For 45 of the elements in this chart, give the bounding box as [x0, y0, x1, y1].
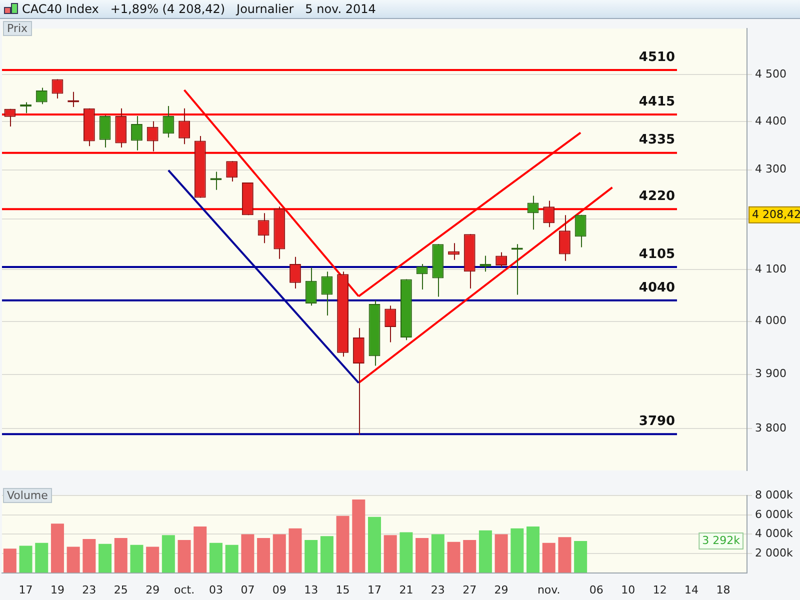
x-tick-label: 03: [208, 583, 223, 596]
annotation: 3 292k: [702, 534, 741, 547]
x-tick-label: 29: [146, 583, 160, 596]
x-tick-label: 15: [336, 583, 350, 596]
chart-title: CAC40 Index +1,89% (4 208,42) Journalier 5 nov. 2014: [22, 1, 376, 18]
y-tick-label: 4 000: [755, 314, 786, 328]
x-tick-label: 23: [82, 583, 96, 596]
y-tick-label: 3 800: [755, 422, 786, 435]
x-tick-label: 19: [50, 583, 64, 596]
x-tick-label: 23: [430, 583, 445, 596]
ref-line-label: 4335: [638, 132, 676, 148]
x-tick-label: 29: [494, 583, 508, 596]
x-tick-label: 25: [114, 583, 128, 596]
x-tick-label: 10: [621, 583, 636, 596]
x-tick-label: 18: [716, 583, 730, 596]
x-tick-label: nov.: [537, 583, 560, 596]
y-tick-label: 6 000k: [755, 508, 794, 521]
y-axis-title: Prix: [3, 21, 32, 36]
y-axis-title: Volume: [3, 488, 52, 503]
y-tick-label: 4 100: [755, 262, 786, 276]
x-tick-label: 27: [462, 583, 477, 596]
x-tick-label: 07: [240, 583, 255, 596]
x-tick-label: 13: [304, 583, 318, 596]
text: 4 208,42: [752, 208, 800, 221]
x-tick-label: 17: [368, 583, 382, 596]
y-tick-label: 8 000k: [755, 488, 794, 502]
ref-line-label: 4105: [638, 246, 676, 262]
x-tick-label: 06: [589, 583, 604, 596]
x-tick-label: oct.: [174, 583, 195, 596]
ref-line-label: 4415: [638, 94, 676, 110]
y-tick-label: 4 000k: [755, 527, 794, 540]
y-tick-label: 4 500: [755, 67, 786, 80]
x-tick-label: 14: [684, 583, 699, 596]
y-tick-label: 4 400: [755, 114, 786, 128]
ref-line-label: 4220: [638, 189, 676, 204]
y-tick-label: 4 300: [755, 162, 786, 176]
x-tick-label: 21: [399, 583, 414, 596]
x-tick-label: 17: [18, 583, 33, 596]
x-tick-label: 09: [272, 583, 286, 596]
x-tick-label: 12: [652, 583, 667, 596]
ref-line-label: 4510: [638, 50, 676, 65]
y-tick-label: 3 900: [755, 367, 786, 380]
y-tick-label: 2 000k: [755, 546, 794, 560]
ref-line-label: 4040: [638, 280, 676, 296]
ref-line-label: 3790: [638, 414, 676, 430]
